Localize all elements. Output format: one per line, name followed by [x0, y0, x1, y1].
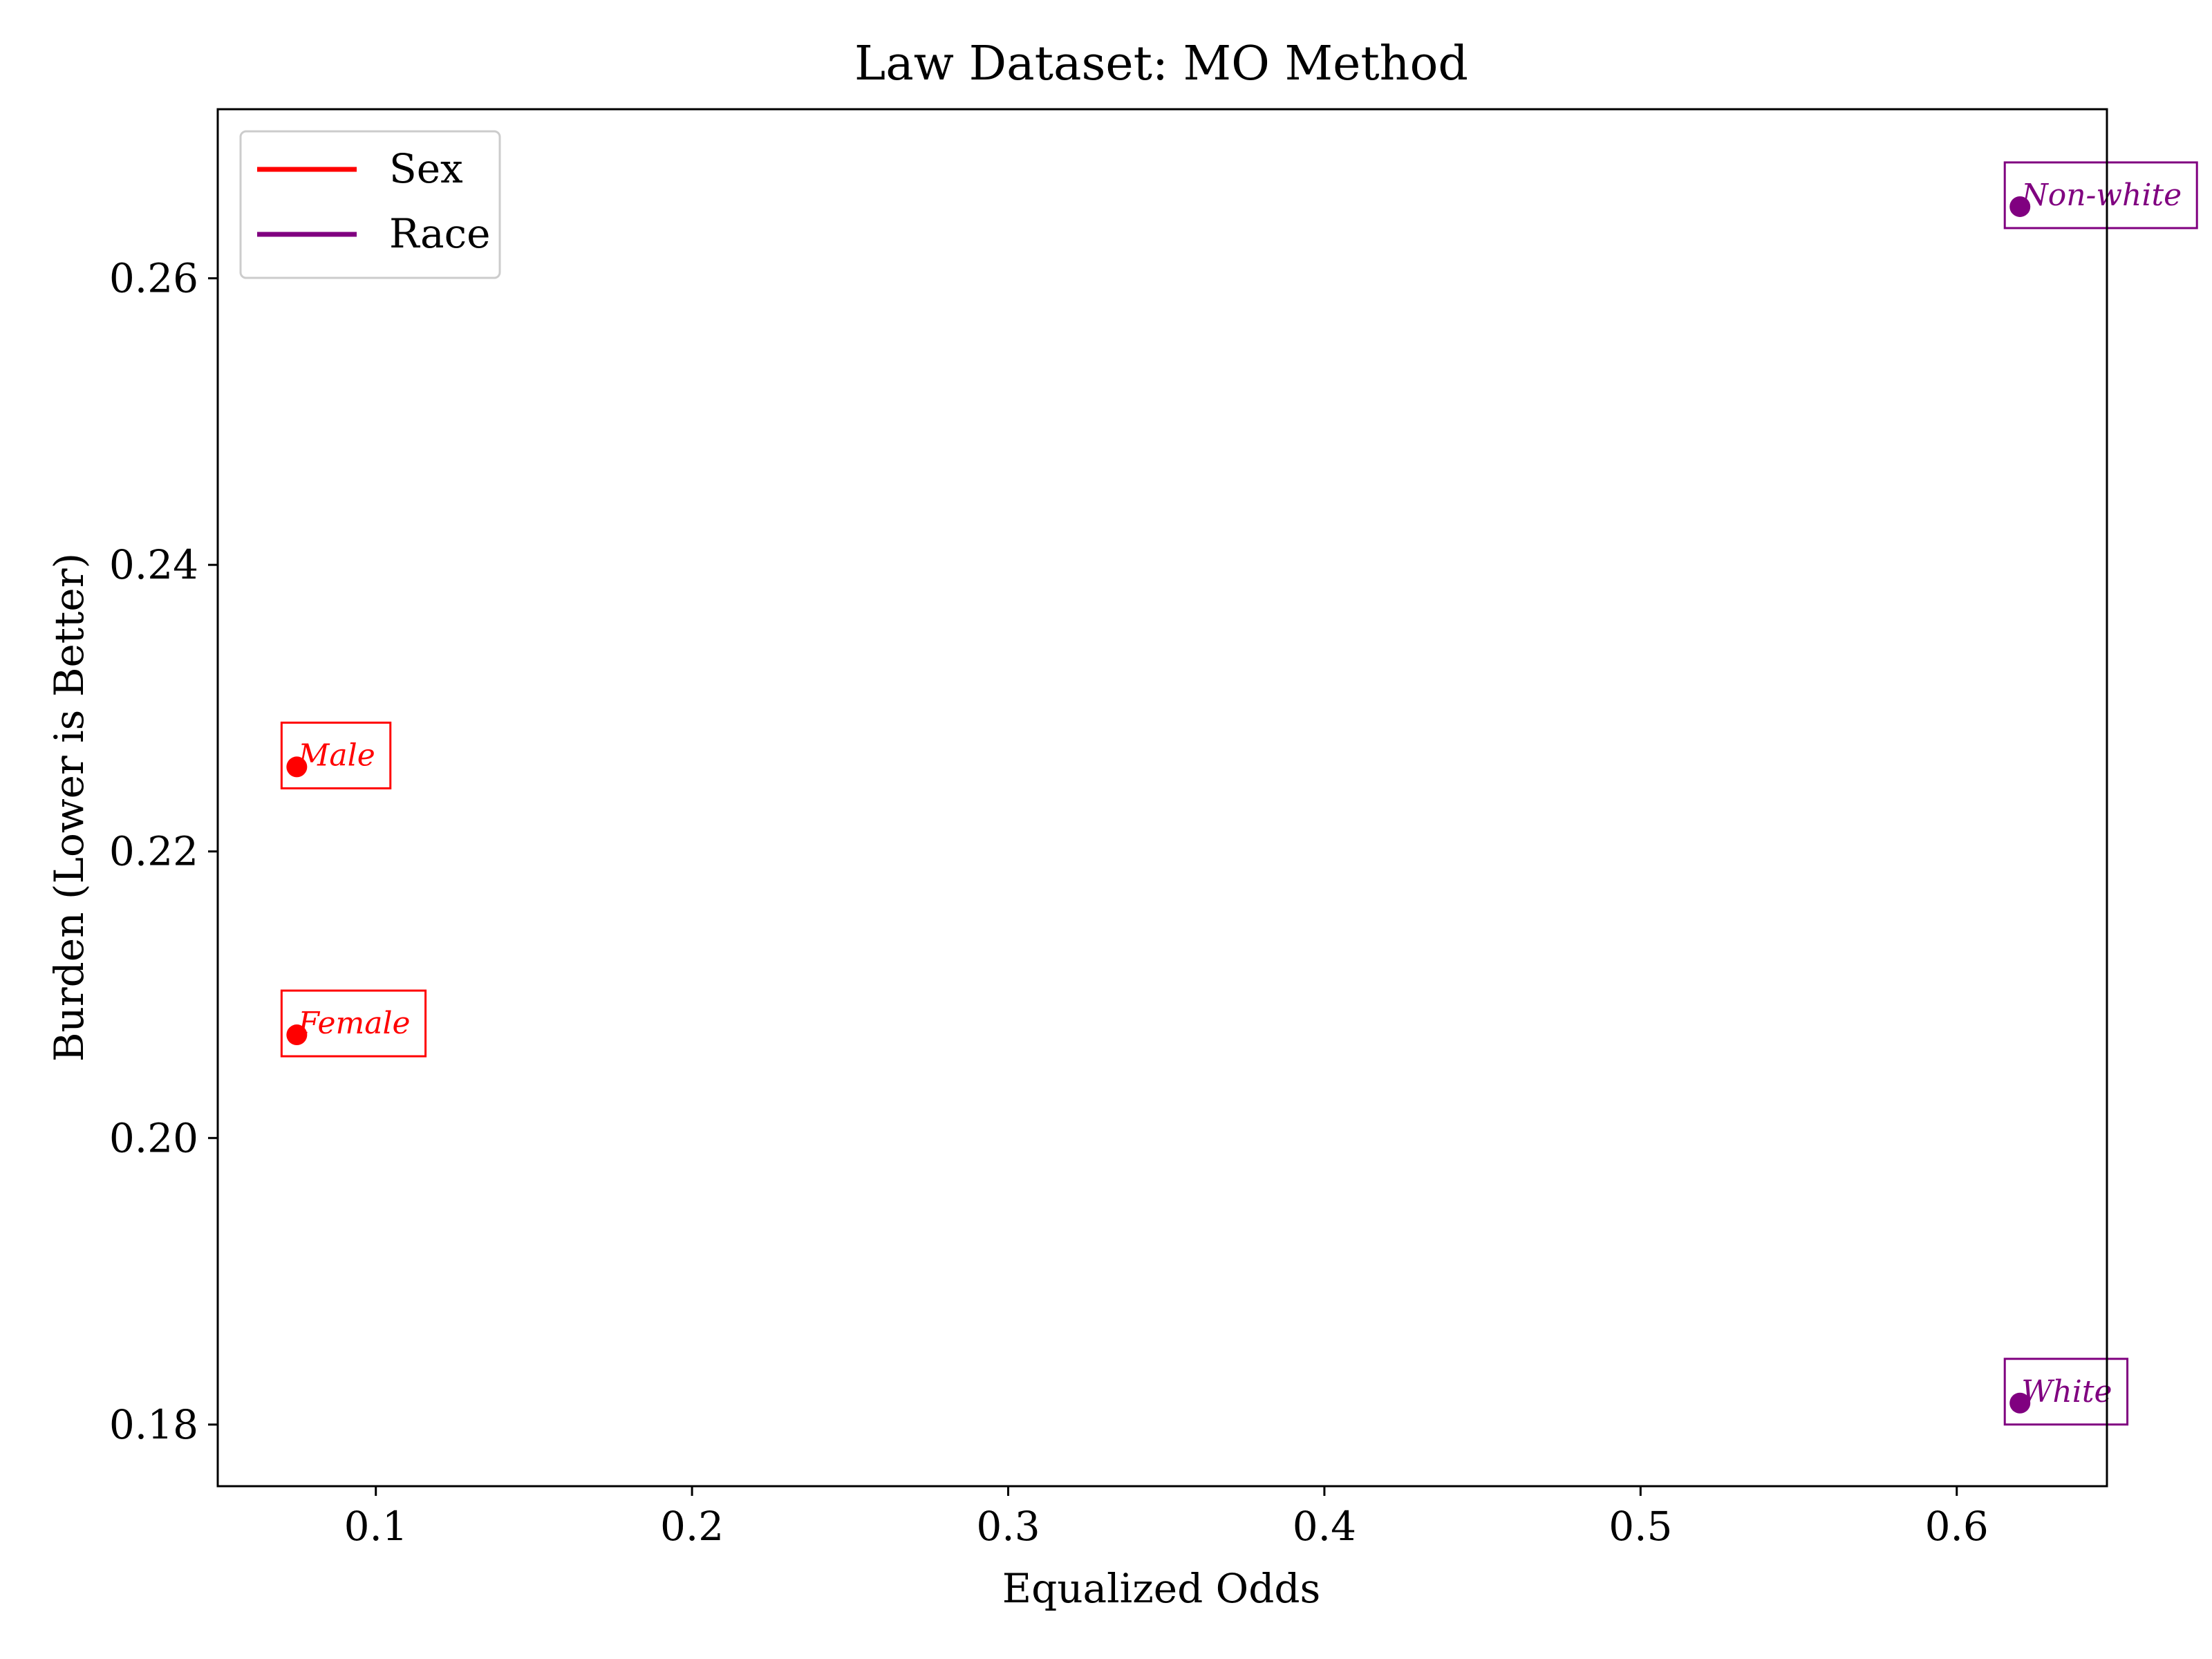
x-tick-label: 0.2 — [660, 1503, 724, 1550]
legend-label-sex: Sex — [389, 145, 463, 192]
legend: Sex Race — [239, 130, 501, 279]
point-group-non-white: Non-white — [2003, 161, 2198, 229]
y-axis-ticks: 0.18 0.20 0.22 0.24 0.26 — [109, 255, 218, 1448]
point-group-white: White — [2003, 1358, 2129, 1426]
legend-label-race: Race — [389, 210, 490, 257]
point-label-non-white: Non-white — [2021, 178, 2182, 213]
chart-title: Law Dataset: MO Method — [854, 37, 1468, 91]
y-tick-label: 0.18 — [109, 1401, 198, 1448]
point-label-male: Male — [297, 738, 375, 773]
x-axis-ticks: 0.1 0.2 0.3 0.4 0.5 0.6 — [344, 1486, 1989, 1550]
x-tick-label: 0.1 — [344, 1503, 408, 1550]
y-tick-label: 0.22 — [109, 828, 198, 875]
x-axis-label: Equalized Odds — [1002, 1565, 1321, 1612]
data-point-male — [286, 756, 308, 778]
annotation-box-female — [280, 989, 427, 1058]
x-tick-label: 0.5 — [1609, 1503, 1672, 1550]
data-point-non-white — [2009, 196, 2031, 217]
data-point-white — [2009, 1392, 2031, 1414]
point-group-female: Female — [280, 989, 427, 1058]
y-axis-label: Burden (Lower is Better) — [46, 553, 93, 1062]
point-label-female: Female — [297, 1006, 410, 1041]
y-tick-label: 0.20 — [109, 1114, 198, 1161]
annotation-box-non-white — [2003, 161, 2198, 229]
point-label-white: White — [2021, 1374, 2112, 1409]
plot-frame — [216, 108, 2108, 1488]
y-tick-label: 0.26 — [109, 255, 198, 302]
x-tick-label: 0.4 — [1293, 1503, 1356, 1550]
point-group-male: Male — [280, 721, 392, 789]
x-tick-label: 0.6 — [1925, 1503, 1989, 1550]
annotation-box-male — [280, 721, 392, 789]
data-point-female — [286, 1024, 308, 1046]
x-tick-label: 0.3 — [976, 1503, 1040, 1550]
y-tick-label: 0.24 — [109, 541, 198, 588]
